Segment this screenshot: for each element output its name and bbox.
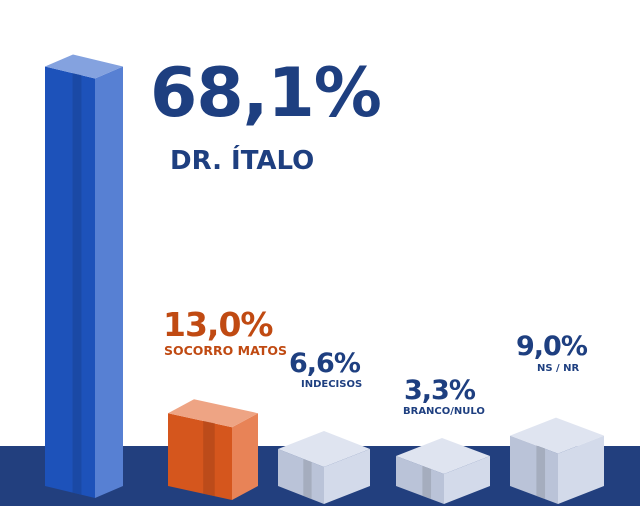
value-label-socorro-matos: 13,0% [163, 305, 273, 344]
bar-indecisos [278, 431, 370, 504]
value-label-dr-italo: 68,1% [150, 54, 382, 133]
value-label-indecisos: 6,6% [289, 348, 361, 379]
bar-dr-italo-side-face [95, 66, 123, 498]
bar-ns-nr-top-face [510, 417, 604, 454]
bar-dr-italo [45, 54, 123, 498]
bar-socorro-matos-side-face [232, 413, 258, 500]
bar-branco-nulo-side-face [444, 456, 490, 504]
bar-dr-italo-top-face [45, 54, 123, 79]
bar-ns-nr [510, 417, 604, 504]
bar-branco-nulo-stripe [422, 465, 432, 499]
bar-indecisos-top-face [278, 431, 370, 468]
bar-branco-nulo-top-face [396, 438, 490, 474]
bar-branco-nulo-front-face [396, 456, 444, 504]
category-label-indecisos: INDECISOS [301, 379, 363, 390]
category-label-ns-nr: NS / NR [537, 363, 580, 374]
bar-indecisos-front-face [278, 449, 324, 504]
category-label-branco-nulo: BRANCO/NULO [403, 406, 485, 417]
bar-dr-italo-stripe [72, 73, 82, 495]
bar-socorro-matos-top-face [168, 399, 258, 428]
value-label-ns-nr: 9,0% [516, 331, 588, 362]
bar-indecisos-side-face [324, 449, 370, 504]
value-label-branco-nulo: 3,3% [404, 375, 476, 406]
bar-ns-nr-stripe [536, 445, 546, 499]
bar-ns-nr-side-face [558, 435, 604, 504]
bar-dr-italo-front-face [45, 66, 95, 498]
bar-socorro-matos-front-face [168, 413, 232, 500]
bar-socorro-matos-stripe [203, 420, 215, 497]
bar-socorro-matos [168, 399, 258, 500]
category-label-socorro-matos: SOCORRO MATOS [164, 343, 287, 358]
bar-indecisos-stripe [303, 458, 312, 499]
category-label-dr-italo: DR. ÍTALO [170, 146, 315, 176]
bar-branco-nulo [396, 438, 490, 504]
bar-ns-nr-front-face [510, 435, 558, 504]
